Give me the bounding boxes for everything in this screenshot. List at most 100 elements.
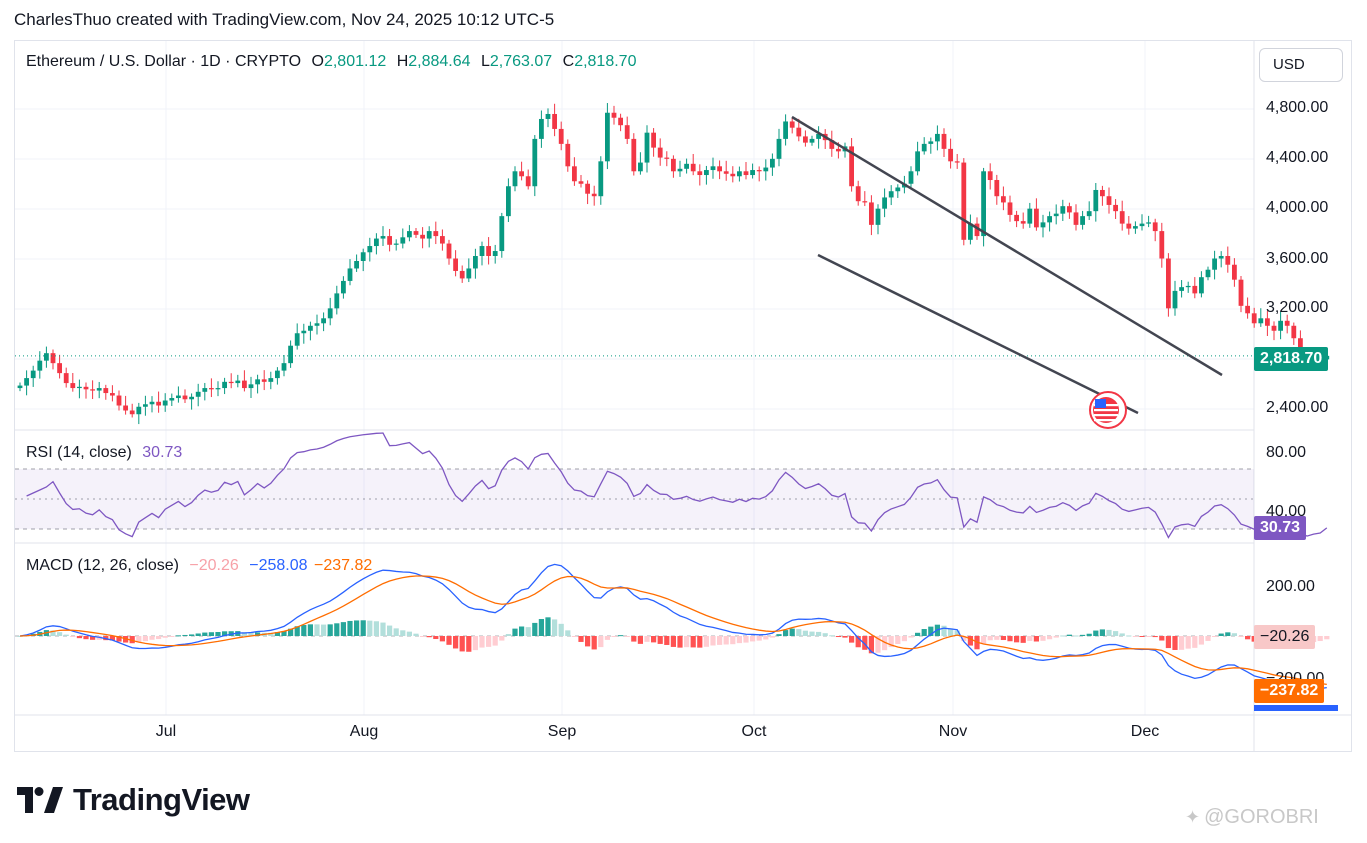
macd-histogram-bar	[981, 636, 987, 644]
macd-histogram-bar	[360, 620, 366, 636]
candle-body	[572, 166, 577, 182]
macd-histogram-bar	[439, 636, 445, 642]
macd-histogram-bar	[459, 636, 465, 652]
macd-histogram-bar	[624, 636, 630, 637]
macd-histogram-bar	[1060, 635, 1066, 637]
macd-tick-200: 200.00	[1266, 578, 1315, 595]
macd-histogram-bar	[789, 628, 795, 636]
macd-histogram-bar	[651, 636, 657, 643]
macd-histogram-bar	[505, 634, 511, 636]
close-label: C	[562, 53, 575, 70]
rsi-title: RSI (14, close)	[26, 444, 132, 461]
macd-histogram-bar	[921, 629, 927, 636]
candle-body	[77, 386, 82, 389]
candle-body	[1258, 318, 1264, 324]
macd-histogram-bar	[743, 636, 749, 643]
candle-body	[459, 270, 465, 279]
gridlines	[15, 41, 1352, 751]
candle-body	[453, 258, 458, 271]
macd-histogram-bar	[1040, 636, 1046, 641]
close-value: 2,818.70	[574, 53, 637, 70]
candle-body	[123, 405, 128, 411]
macd-histogram-bar	[1027, 636, 1033, 641]
candle-body	[30, 370, 36, 379]
candle-body	[1020, 221, 1026, 224]
price-tick-3600: 3,600.00	[1266, 250, 1329, 267]
macd-histogram-bar	[426, 636, 432, 638]
macd-histogram-bar	[1159, 636, 1165, 641]
macd-histogram-bar	[109, 636, 115, 641]
macd-histogram-bar	[347, 620, 353, 636]
candle-body	[281, 363, 287, 371]
candle-body	[314, 323, 320, 326]
candle-body	[1093, 189, 1099, 212]
candle-body	[473, 256, 478, 269]
macd-histogram-bar	[76, 636, 82, 639]
candle-body	[492, 251, 498, 257]
rsi-tick-80: 80.00	[1266, 444, 1307, 461]
candle-body	[578, 181, 584, 184]
macd-histogram-bar	[466, 636, 472, 652]
candle-body	[1139, 223, 1145, 227]
candle-body	[294, 333, 300, 346]
macd-histogram-bar	[901, 636, 907, 642]
candle-body	[1205, 269, 1211, 278]
macd-histogram-bar	[241, 632, 247, 636]
time-tick-aug: Aug	[349, 723, 379, 740]
macd-histogram-bar	[50, 630, 56, 636]
macd-histogram-bar	[1212, 636, 1218, 637]
candle-body	[1106, 196, 1112, 205]
macd-histogram-bar	[175, 635, 181, 637]
candle-body	[928, 141, 934, 144]
candle-body	[974, 223, 980, 237]
macd-histogram-bar	[321, 624, 327, 636]
candle-body	[882, 197, 887, 209]
candle-body	[948, 148, 953, 162]
candle-body	[710, 166, 716, 171]
macd-histogram-bar	[598, 636, 604, 648]
candle-body	[605, 112, 610, 162]
macd-histogram-bar	[433, 636, 439, 640]
candle-body	[44, 353, 49, 361]
candle-body	[1133, 226, 1138, 229]
us-flag-stripe	[1094, 409, 1118, 412]
candle-body	[770, 158, 775, 168]
macd-histogram-bar	[189, 634, 195, 636]
macd-histogram-bar	[565, 630, 571, 636]
candle-body	[618, 117, 623, 126]
candle-body	[1100, 189, 1105, 197]
candle-body	[565, 143, 571, 167]
candle-body	[611, 112, 617, 118]
price-tick-3200: 3,200.00	[1266, 299, 1329, 316]
macd-histogram-bar	[446, 636, 452, 645]
macd-histogram-bar	[208, 632, 214, 636]
candle-body	[228, 381, 234, 384]
tradingview-logo-icon	[17, 787, 63, 813]
macd-histogram-bar	[809, 631, 815, 636]
macd-histogram-bar	[1106, 629, 1112, 636]
macd-histogram-bar	[1139, 636, 1145, 637]
candle-body	[360, 252, 366, 261]
tradingview-logo[interactable]: TradingView	[17, 780, 250, 820]
macd-histogram-bar	[149, 636, 155, 640]
last-price-tag: 2,818.70	[1254, 347, 1329, 371]
candle-body	[341, 280, 346, 294]
candle-body	[169, 398, 175, 401]
rsi-line	[26, 432, 1328, 539]
currency-button[interactable]: USD	[1259, 48, 1343, 82]
candle-body	[400, 237, 406, 244]
macd-histogram-bar	[268, 632, 274, 636]
candle-body	[1119, 211, 1125, 224]
candle-body	[268, 378, 274, 382]
time-tick-nov: Nov	[938, 723, 968, 740]
candle-body	[1047, 216, 1052, 223]
macd-histogram-bar	[288, 628, 294, 636]
us-flag-canton	[1095, 399, 1106, 408]
watermark-icon: ✦	[1185, 807, 1201, 827]
candle-body	[789, 121, 795, 128]
candle-body	[921, 143, 927, 152]
macd-histogram-bar	[684, 636, 690, 648]
candle-body	[162, 400, 168, 406]
candle-body	[836, 148, 841, 152]
